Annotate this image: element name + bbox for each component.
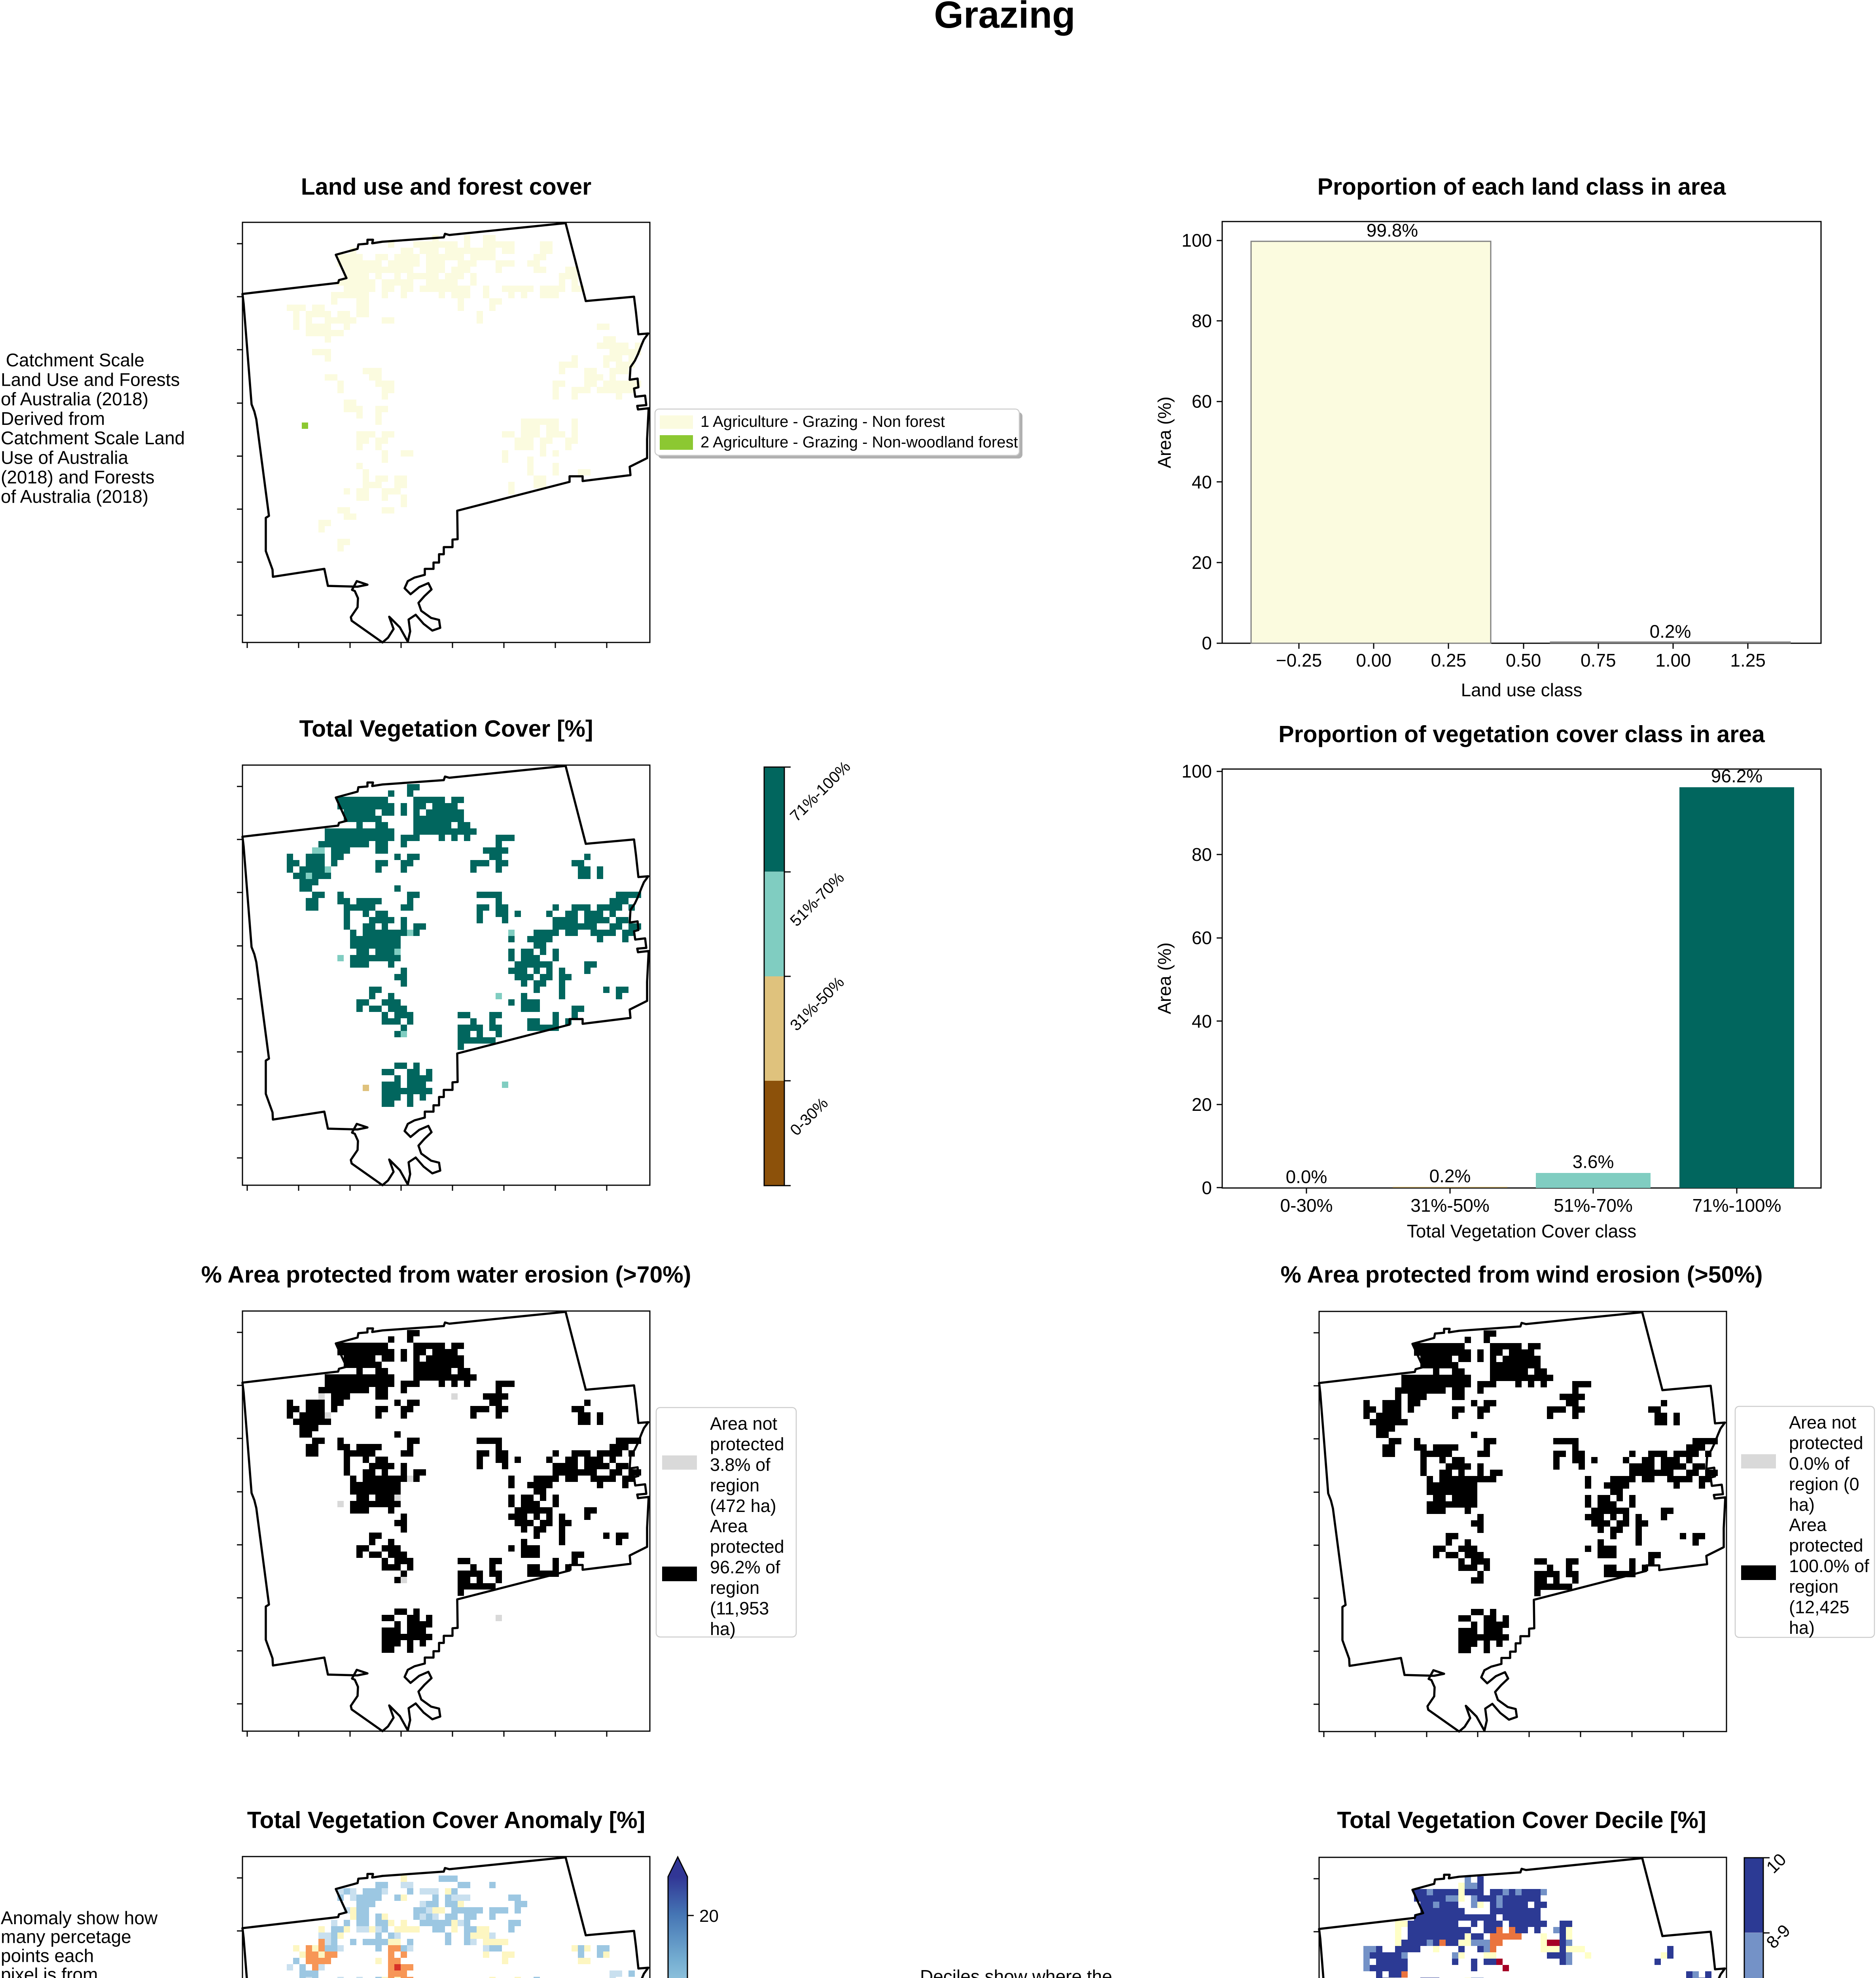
svg-text:Total Vegetation Cover Decile: Total Vegetation Cover Decile [%] [1337, 1807, 1706, 1833]
svg-text:100.0% of: 100.0% of [1789, 1556, 1869, 1576]
svg-text:% Area protected from wind ero: % Area protected from wind erosion (>50%… [1280, 1262, 1762, 1288]
svg-text:3.8% of: 3.8% of [710, 1455, 770, 1475]
svg-text:Proportion of vegetation cover: Proportion of vegetation cover class in … [1278, 721, 1765, 747]
svg-text:40: 40 [1192, 472, 1212, 492]
svg-text:region: region [710, 1578, 759, 1598]
svg-text:20: 20 [1192, 1094, 1212, 1115]
svg-text:(12,425: (12,425 [1789, 1597, 1849, 1617]
svg-text:3.6%: 3.6% [1573, 1152, 1614, 1172]
svg-text:(11,953: (11,953 [710, 1598, 769, 1618]
svg-text:80: 80 [1192, 844, 1212, 865]
svg-text:0.50: 0.50 [1506, 650, 1541, 671]
svg-text:60: 60 [1192, 928, 1212, 948]
svg-text:0: 0 [1202, 633, 1212, 654]
svg-text:of Australia (2018): of Australia (2018) [1, 486, 148, 507]
svg-text:(2018) and Forests: (2018) and Forests [1, 467, 155, 487]
svg-text:of Australia (2018): of Australia (2018) [1, 389, 148, 409]
svg-text:0-30%: 0-30% [1280, 1195, 1333, 1216]
svg-text:many percetage: many percetage [1, 1927, 131, 1947]
svg-text:region: region [1789, 1576, 1838, 1597]
svg-text:Total Vegetation Cover [%]: Total Vegetation Cover [%] [299, 716, 593, 742]
svg-text:2 Agriculture - Grazing - Non-: 2 Agriculture - Grazing - Non-woodland f… [700, 434, 1018, 451]
svg-text:−0.25: −0.25 [1276, 650, 1322, 671]
svg-text:80: 80 [1192, 311, 1212, 331]
svg-text:(472 ha): (472 ha) [710, 1496, 776, 1516]
svg-text:Deciles show where the: Deciles show where the [920, 1966, 1112, 1978]
svg-text:Area not: Area not [710, 1413, 778, 1434]
svg-text:Proportion of each land class: Proportion of each land class in area [1318, 174, 1726, 200]
svg-text:31%-50%: 31%-50% [1410, 1195, 1489, 1216]
svg-text:ha): ha) [1789, 1618, 1815, 1638]
svg-text:Area: Area [1789, 1515, 1827, 1535]
svg-text:points each: points each [1, 1945, 94, 1966]
svg-text:Grazing: Grazing [934, 0, 1075, 36]
svg-text:Anomaly show how: Anomaly show how [1, 1908, 158, 1928]
svg-text:ha): ha) [1789, 1495, 1815, 1515]
svg-text:protected: protected [710, 1434, 784, 1454]
svg-text:Catchment Scale Land: Catchment Scale Land [1, 428, 185, 448]
svg-text:0.2%: 0.2% [1650, 621, 1691, 642]
svg-text:0.25: 0.25 [1431, 650, 1467, 671]
svg-text:100: 100 [1181, 761, 1212, 782]
svg-text:Area (%): Area (%) [1154, 396, 1175, 468]
svg-text:1.00: 1.00 [1655, 650, 1691, 671]
svg-text:96.2% of: 96.2% of [710, 1557, 780, 1577]
svg-text:20: 20 [1192, 552, 1212, 573]
svg-text:1 Agriculture - Grazing - Non: 1 Agriculture - Grazing - Non forest [700, 413, 945, 430]
svg-text:Use of Australia: Use of Australia [1, 447, 129, 468]
svg-text:Catchment Scale: Catchment Scale [1, 350, 144, 370]
svg-text:Total Vegetation Cover class: Total Vegetation Cover class [1407, 1221, 1636, 1241]
svg-text:region: region [710, 1475, 759, 1495]
svg-text:pixel is from: pixel is from [1, 1964, 98, 1978]
svg-text:0.00: 0.00 [1356, 650, 1391, 671]
svg-text:1.25: 1.25 [1730, 650, 1766, 671]
svg-text:protected: protected [710, 1537, 784, 1557]
svg-text:0: 0 [1202, 1178, 1212, 1198]
svg-text:100: 100 [1181, 230, 1212, 251]
svg-text:Total Vegetation Cover Anomaly: Total Vegetation Cover Anomaly [%] [247, 1807, 645, 1833]
svg-text:40: 40 [1192, 1011, 1212, 1031]
svg-text:% Area protected from water er: % Area protected from water erosion (>70… [201, 1262, 691, 1288]
svg-text:protected: protected [1789, 1535, 1863, 1555]
svg-text:60: 60 [1192, 391, 1212, 412]
svg-text:0.75: 0.75 [1581, 650, 1616, 671]
svg-text:Area: Area [710, 1516, 748, 1536]
svg-text:Area (%): Area (%) [1154, 942, 1175, 1014]
svg-text:96.2%: 96.2% [1711, 766, 1762, 786]
svg-text:0.0% of: 0.0% of [1789, 1453, 1849, 1474]
svg-text:0.0%: 0.0% [1286, 1167, 1327, 1187]
svg-text:Derived from: Derived from [1, 408, 105, 429]
svg-text:51%-70%: 51%-70% [1554, 1195, 1632, 1216]
svg-text:ha): ha) [710, 1619, 736, 1639]
svg-text:Land use and forest cover: Land use and forest cover [301, 174, 591, 200]
svg-text:71%-100%: 71%-100% [1692, 1195, 1781, 1216]
svg-text:Area not: Area not [1789, 1412, 1857, 1432]
svg-text:0.2%: 0.2% [1429, 1165, 1471, 1186]
svg-text:99.8%: 99.8% [1367, 220, 1418, 241]
svg-text:protected: protected [1789, 1433, 1863, 1453]
svg-text:Land use class: Land use class [1461, 680, 1583, 700]
svg-text:20: 20 [699, 1906, 719, 1926]
svg-text:region (0: region (0 [1789, 1474, 1859, 1494]
svg-text:Land Use and Forests: Land Use and Forests [1, 369, 180, 390]
